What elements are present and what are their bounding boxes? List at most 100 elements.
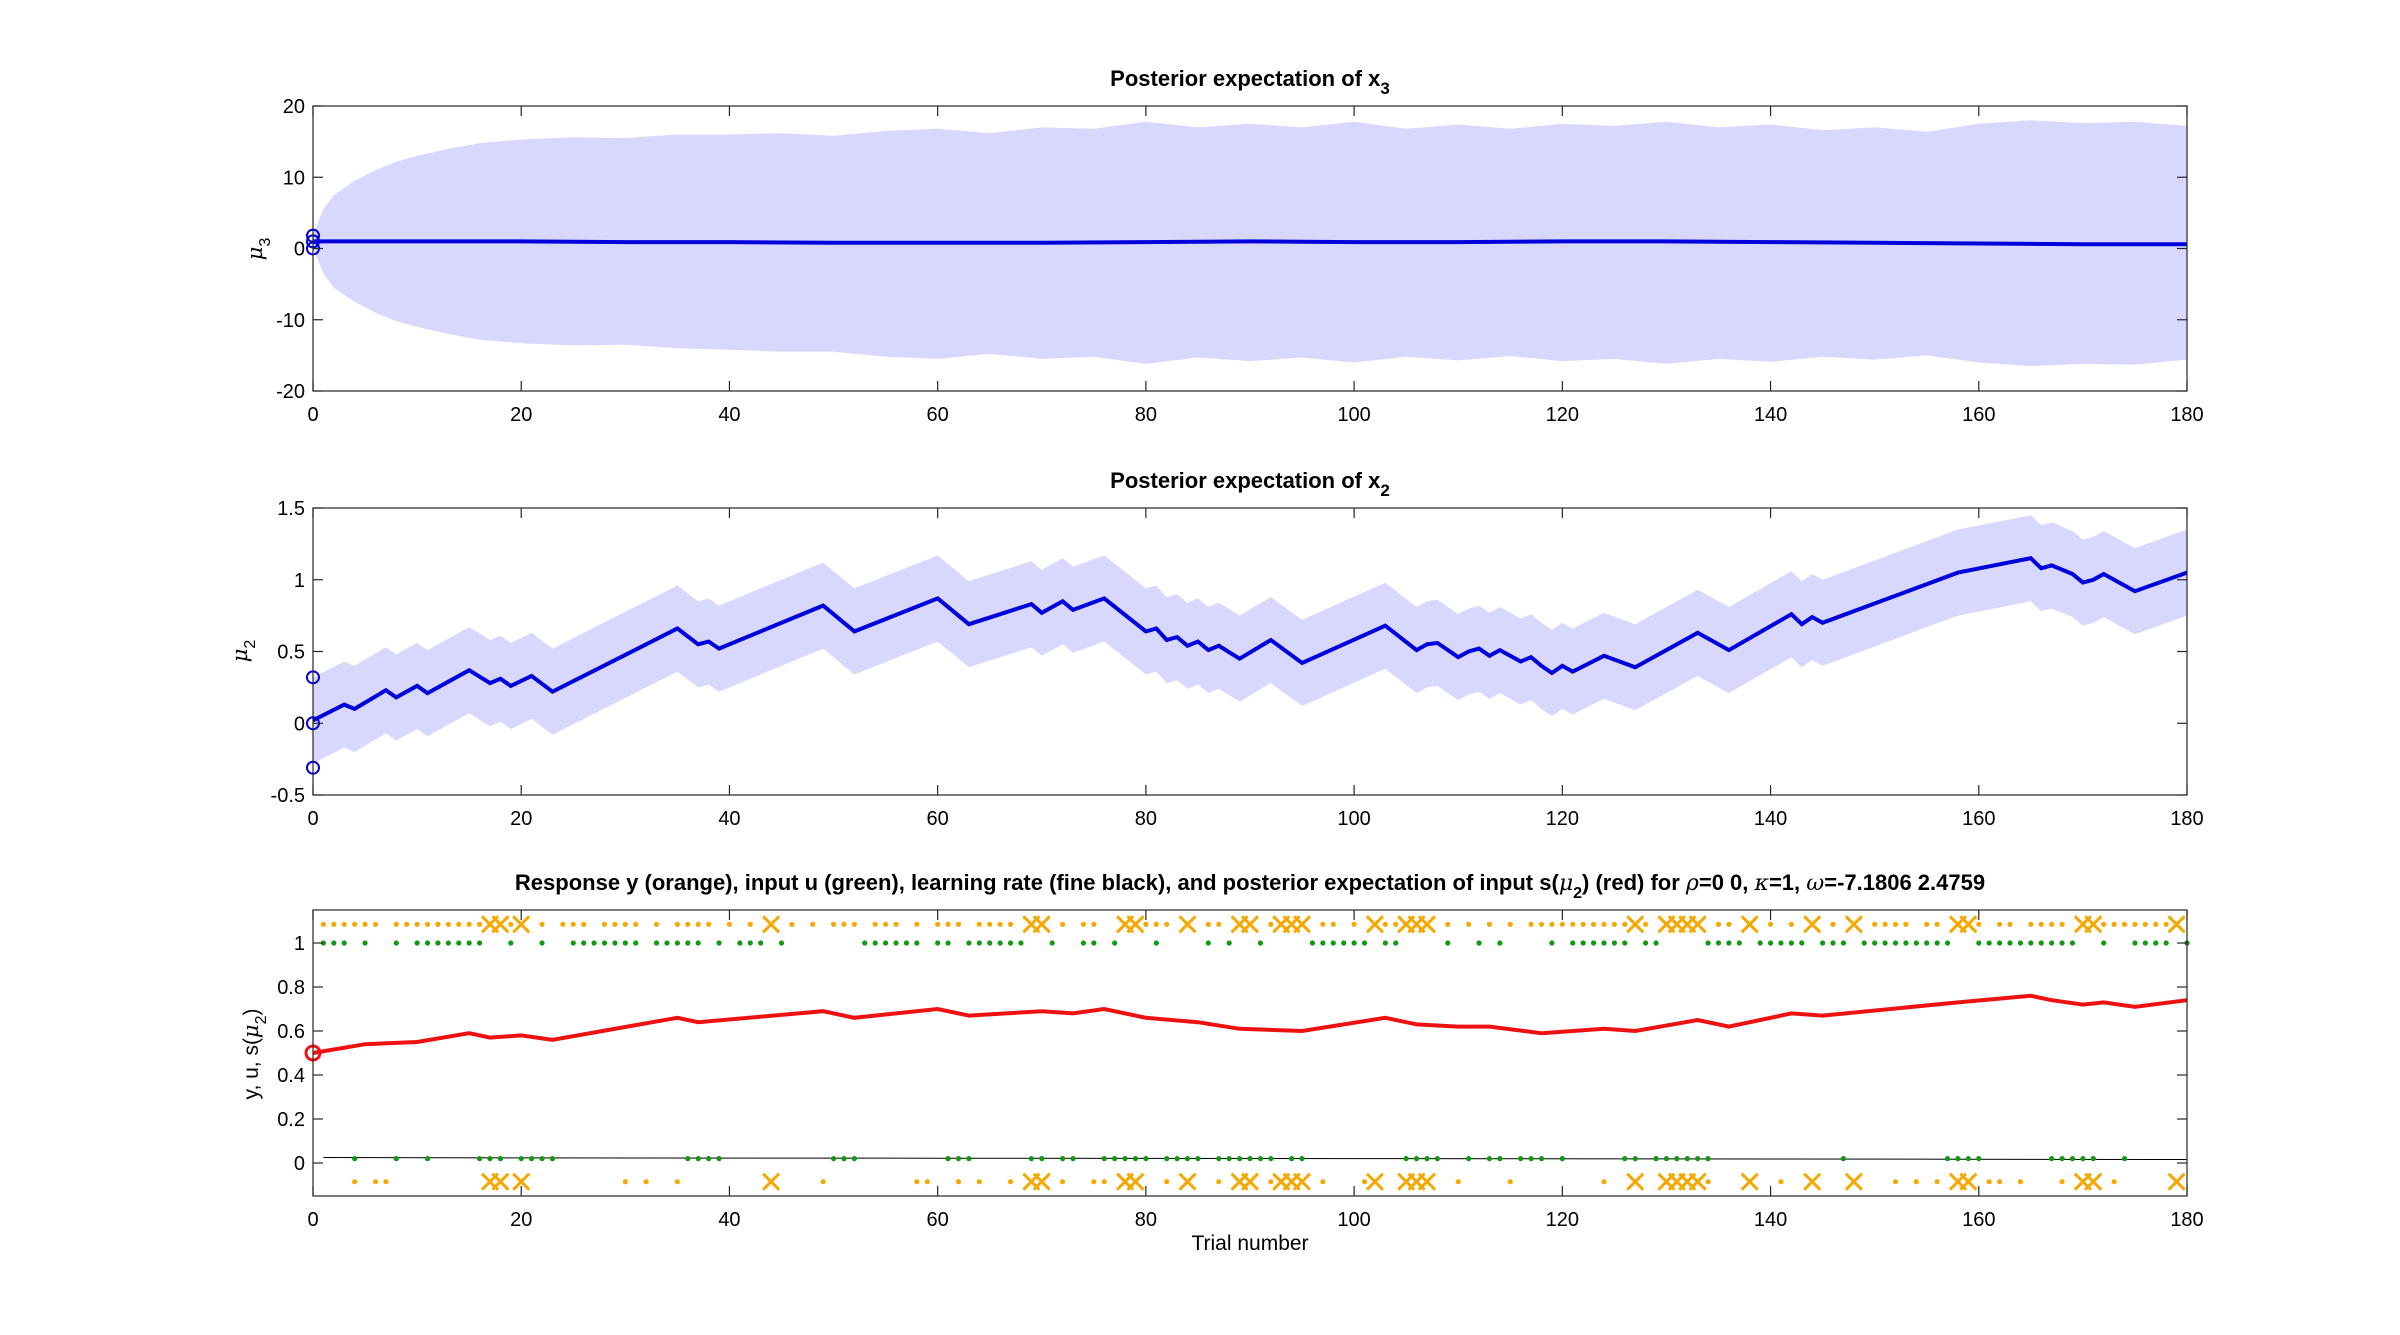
response-y-dot (1507, 921, 1513, 927)
input-u-dot (758, 940, 764, 946)
response-y-dot (747, 921, 753, 927)
response-y-dot (1559, 921, 1565, 927)
response-y-cross (1292, 915, 1312, 934)
input-u-dot (2121, 1156, 2128, 1162)
input-u-dot (2028, 940, 2034, 946)
input-u-dot (1351, 940, 1357, 946)
x-tick-label: 160 (1962, 404, 1995, 426)
input-u-dot (1944, 940, 1951, 946)
y-axis-label: y, u, s(μ2) (239, 1008, 270, 1099)
input-u-dot (456, 940, 462, 946)
response-y-cross (1032, 915, 1051, 934)
response-y-dot (2028, 921, 2034, 927)
input-u-dot (1622, 1156, 1628, 1162)
s-mu2-line (312, 993, 2188, 1055)
input-u-dot (1039, 1156, 1045, 1162)
input-u-dot (1101, 1156, 1107, 1162)
input-u-dot (1674, 1156, 1680, 1162)
input-u-dot (497, 1156, 503, 1162)
ylabel-subscript: 2 (253, 1015, 270, 1024)
response-y-dot (372, 1179, 379, 1185)
x-tick-label: 100 (1337, 404, 1370, 426)
title-subscript: 2 (1573, 885, 1582, 902)
response-y-cross (1178, 915, 1197, 934)
response-y-dot (2101, 921, 2107, 927)
input-u-dot (1382, 940, 1388, 946)
input-u-dot (1580, 940, 1586, 946)
response-y-dot (1455, 1179, 1461, 1185)
input-u-dot (955, 1156, 962, 1162)
input-u-dot (1799, 940, 1805, 946)
x-tick-label: 100 (1337, 808, 1370, 830)
x-tick-label: 0 (307, 808, 318, 830)
input-u-dot (976, 940, 982, 946)
x-tick-label: 60 (927, 404, 949, 426)
y-tick-label: -20 (276, 381, 305, 403)
input-u-dot (1049, 940, 1055, 946)
input-u-dot (747, 940, 753, 946)
panel-mu3: 0 20 40 60 80 100 120 140 160 180 -20 -10 0 10 20 Poste… (243, 66, 2204, 426)
input-u-dot (903, 940, 910, 946)
input-u-dot (466, 940, 472, 946)
input-u-dot (601, 940, 608, 946)
input-u-dot (716, 1156, 722, 1162)
response-y-cross (1803, 1172, 1822, 1191)
input-u-dot (1767, 940, 1774, 946)
response-y-cross (1126, 915, 1145, 934)
response-y-cross (1803, 915, 1822, 934)
response-y-dot (1549, 921, 1555, 927)
input-u-dot (1872, 940, 1878, 946)
input-u-dot (1632, 1156, 1638, 1162)
input-u-dot (1216, 1156, 1222, 1162)
input-u-dot (591, 940, 597, 946)
x-tick-label: 140 (1754, 404, 1787, 426)
ylabel-subscript: 3 (257, 238, 274, 247)
response-y-dot (2111, 1179, 2117, 1185)
input-u-dot (2132, 940, 2138, 946)
response-y-cross (1626, 1172, 1645, 1191)
chart-title: Response y (orange), input u (green), le… (515, 870, 1985, 902)
input-u-dot (1549, 940, 1555, 946)
response-y-dot (1643, 921, 1649, 927)
input-u-dot (1736, 940, 1742, 946)
input-u-dot (435, 940, 441, 946)
mu3-line (313, 239, 2187, 247)
response-y-dot (1320, 921, 1326, 927)
response-y-dot (1872, 921, 1878, 927)
response-y-dot (1080, 921, 1087, 927)
panel-mu2: 0 20 40 60 80 100 120 140 160 180-0.500.511.5Post… (228, 468, 2204, 830)
response-y-dot (945, 921, 951, 927)
response-y-dot (1726, 921, 1732, 927)
response-y-dot (1101, 1179, 1107, 1185)
response-y-dot (1216, 921, 1222, 927)
response-y-dot (893, 921, 899, 927)
response-y-dot (1060, 921, 1066, 927)
input-u-dot (622, 940, 628, 946)
y-tick-label: 0.5 (277, 642, 305, 664)
input-u-dot (1330, 940, 1336, 946)
response-y-dot (653, 921, 660, 927)
y-tick-label: 0.8 (277, 977, 305, 999)
input-u-dot (1341, 940, 1347, 946)
input-u-dot (2059, 940, 2065, 946)
response-y-cross (491, 1172, 510, 1191)
response-y-dot (643, 1179, 649, 1185)
input-u-dot (1028, 1156, 1034, 1162)
x-tick-label: 80 (1135, 808, 1157, 830)
input-u-dot (1320, 940, 1326, 946)
response-y-dot (633, 921, 639, 927)
input-u-dot (1486, 1156, 1493, 1162)
input-u-dot (518, 1156, 524, 1162)
response-y-dot (404, 921, 410, 927)
title-omega-value: =-7.1806 2.4759 (1824, 870, 1985, 895)
response-y-cross (1240, 915, 1260, 934)
response-y-dot (841, 921, 847, 927)
input-u-dot (487, 1156, 493, 1162)
response-y-dot (352, 921, 358, 927)
input-u-dot (945, 940, 951, 946)
input-u-dot (1257, 1156, 1264, 1162)
response-y-dot (1143, 921, 1149, 927)
input-u-dot (1070, 1156, 1076, 1162)
input-u-dot (2163, 940, 2169, 946)
response-y-dot (1924, 921, 1930, 927)
